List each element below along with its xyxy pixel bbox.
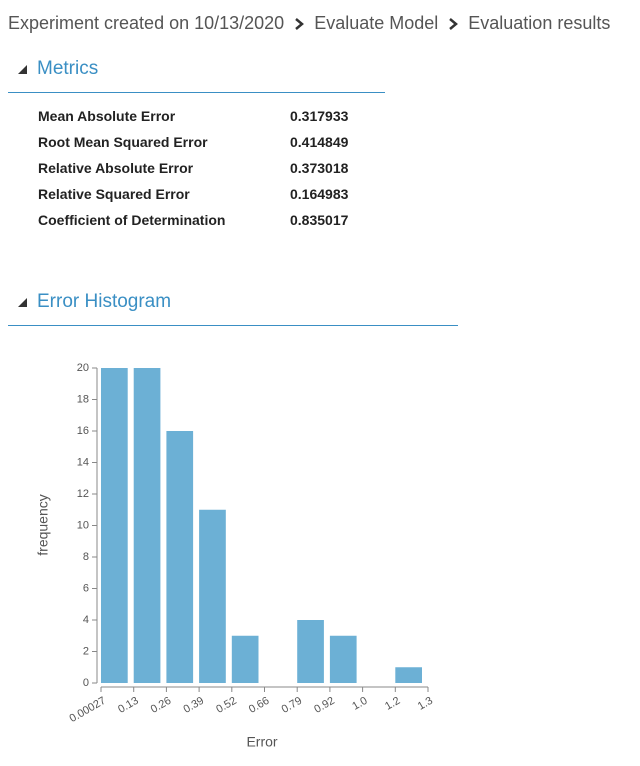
- x-tick-label: 0.52: [214, 695, 239, 716]
- x-tick-label: 1.2: [383, 695, 402, 713]
- y-tick-label: 2: [83, 645, 89, 657]
- y-tick-label: 8: [83, 551, 89, 563]
- collapse-icon: [18, 64, 27, 74]
- section-header[interactable]: Error Histogram: [18, 291, 171, 313]
- x-tick-label: 0.79: [280, 695, 305, 716]
- metric-name: Relative Absolute Error: [38, 160, 194, 176]
- bar: [199, 509, 226, 683]
- metric-value: 0.164983: [290, 186, 349, 202]
- x-tick-label: 0.66: [247, 695, 272, 716]
- x-tick-label: 0.92: [312, 695, 337, 716]
- metrics-table: Mean Absolute Error 0.317933 Root Mean Squ…: [38, 103, 348, 233]
- metric-row: Mean Absolute Error 0.317933: [38, 103, 348, 129]
- x-tick-label: 0.13: [116, 695, 141, 716]
- y-tick-label: 12: [77, 488, 89, 500]
- y-tick-label: 10: [77, 519, 89, 531]
- y-axis-label: frequency: [35, 494, 51, 555]
- x-tick-label: 0.26: [149, 695, 174, 716]
- metric-row: Coefficient of Determination 0.835017: [38, 207, 348, 233]
- x-tick-label: 0.00027: [68, 695, 108, 725]
- breadcrumb: Experiment created on 10/13/2020 Evaluat…: [8, 13, 610, 34]
- metric-name: Mean Absolute Error: [38, 108, 176, 124]
- breadcrumb-item: Evaluation results: [468, 13, 611, 33]
- y-tick-label: 16: [77, 425, 89, 437]
- bar: [231, 635, 259, 683]
- metric-value: 0.373018: [290, 160, 349, 176]
- chevron-icon: [449, 17, 459, 30]
- section-title: Error Histogram: [37, 291, 172, 312]
- y-tick-label: 6: [83, 582, 89, 594]
- x-axis-label: Error: [246, 734, 277, 750]
- metric-value: 0.835017: [290, 212, 349, 228]
- y-tick-label: 20: [77, 362, 89, 374]
- y-tick-label: 18: [77, 393, 89, 405]
- metric-name: Relative Squared Error: [38, 186, 190, 202]
- x-tick-label: 0.39: [182, 695, 207, 716]
- collapse-icon: [18, 297, 27, 307]
- x-tick-label: 1.0: [350, 695, 369, 713]
- metric-row: Relative Absolute Error 0.373018: [38, 155, 348, 181]
- metric-name: Root Mean Squared Error: [38, 134, 208, 150]
- metric-value: 0.414849: [290, 134, 349, 150]
- breadcrumb-item[interactable]: Evaluate Model: [314, 13, 439, 33]
- chevron-icon: [295, 17, 305, 30]
- y-tick-label: 0: [83, 677, 89, 689]
- metric-value: 0.317933: [290, 108, 349, 124]
- x-tick-label: 1.3: [416, 695, 435, 713]
- section-title: Metrics: [37, 58, 99, 79]
- breadcrumb-item[interactable]: Experiment created on 10/13/2020: [8, 13, 285, 33]
- section-header[interactable]: Metrics: [18, 58, 98, 80]
- bar: [395, 667, 422, 683]
- bar: [297, 620, 324, 683]
- bar: [133, 368, 161, 683]
- metric-row: Relative Squared Error 0.164983: [38, 181, 348, 207]
- bar: [166, 431, 194, 683]
- y-tick-label: 4: [83, 614, 89, 626]
- section-rule: [8, 325, 458, 326]
- y-tick-label: 14: [77, 456, 89, 468]
- metric-row: Root Mean Squared Error 0.414849: [38, 129, 348, 155]
- metric-name: Coefficient of Determination: [38, 212, 226, 228]
- bar: [329, 635, 357, 683]
- section-rule: [8, 92, 385, 93]
- bar: [101, 368, 128, 683]
